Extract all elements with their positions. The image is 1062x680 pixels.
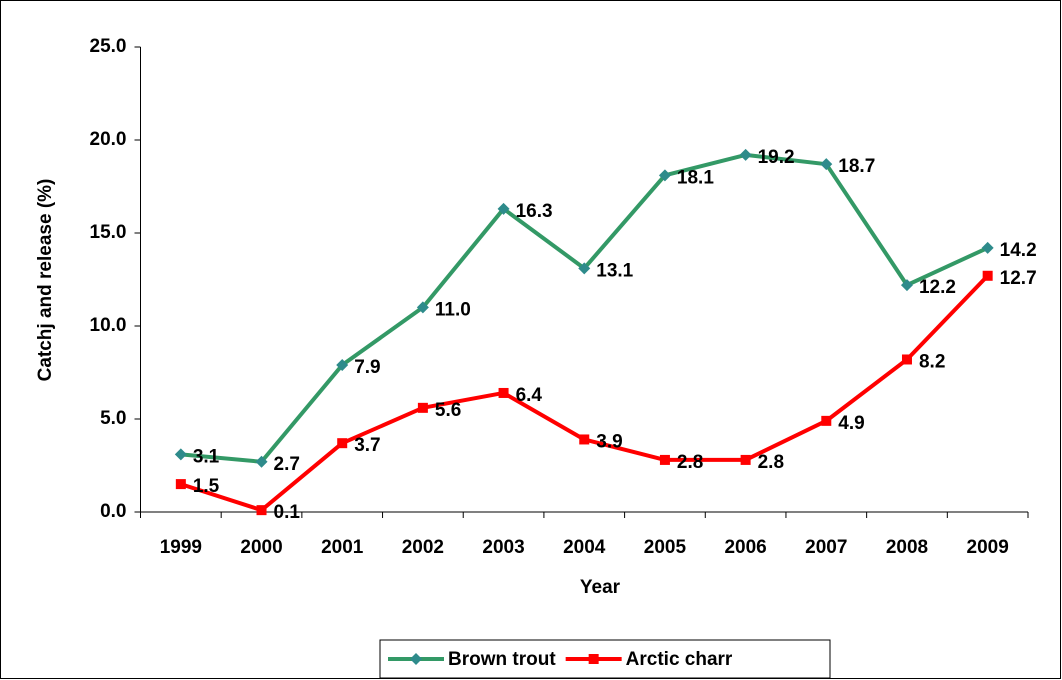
y-axis-title: Catchj and release (%) (35, 179, 56, 382)
x-tick-label: 2005 (644, 537, 687, 558)
x-tick-label: 2007 (805, 537, 847, 558)
data-label: 3.1 (193, 446, 220, 467)
data-label: 3.9 (596, 431, 622, 452)
marker (417, 402, 428, 413)
marker (901, 354, 912, 365)
legend-marker (410, 653, 422, 665)
y-tick-label: 10.0 (90, 315, 127, 336)
data-label: 3.7 (354, 435, 380, 456)
marker (416, 301, 429, 314)
marker (336, 359, 349, 372)
data-label: 4.9 (838, 413, 864, 434)
marker (498, 387, 509, 398)
data-label: 7.9 (354, 357, 380, 378)
data-label: 12.2 (919, 277, 956, 298)
data-label: 2.8 (677, 452, 703, 473)
legend-label: Arctic charr (626, 649, 733, 670)
marker (256, 505, 267, 516)
marker (739, 148, 752, 161)
marker (821, 415, 832, 426)
y-tick-label: 25.0 (90, 36, 127, 57)
marker (578, 262, 591, 275)
marker (497, 202, 510, 215)
data-label: 5.6 (435, 400, 461, 421)
x-tick-label: 2002 (402, 537, 444, 558)
data-label: 2.8 (758, 452, 784, 473)
x-axis-title: Year (580, 577, 621, 598)
marker (337, 438, 348, 449)
y-tick-label: 20.0 (90, 129, 127, 150)
marker (659, 454, 670, 465)
marker (900, 279, 913, 292)
y-tick-label: 0.0 (100, 501, 126, 522)
marker (820, 158, 833, 171)
x-tick-label: 2001 (321, 537, 364, 558)
data-label: 8.2 (919, 351, 945, 372)
data-label: 2.7 (274, 454, 300, 475)
x-tick-label: 2008 (886, 537, 928, 558)
data-label: 11.0 (435, 299, 471, 320)
x-tick-label: 2003 (482, 537, 524, 558)
data-label: 13.1 (596, 260, 633, 281)
legend-label: Brown trout (448, 649, 556, 670)
x-tick-label: 2000 (240, 537, 282, 558)
x-tick-label: 2009 (967, 537, 1009, 558)
data-label: 6.4 (516, 385, 543, 406)
marker (982, 270, 993, 281)
data-label: 16.3 (516, 201, 553, 222)
marker (981, 241, 994, 254)
data-label: 12.7 (1000, 268, 1037, 289)
x-tick-label: 1999 (160, 537, 202, 558)
marker (255, 455, 268, 468)
marker (579, 434, 590, 445)
marker (740, 454, 751, 465)
legend-marker (588, 654, 599, 664)
x-tick-label: 2006 (724, 537, 766, 558)
marker (174, 448, 187, 461)
marker (658, 169, 671, 182)
y-tick-label: 5.0 (100, 408, 126, 429)
y-tick-label: 15.0 (90, 222, 127, 243)
data-label: 14.2 (1000, 240, 1037, 261)
data-label: 18.1 (677, 167, 714, 188)
marker (175, 479, 186, 490)
data-label: 19.2 (758, 147, 795, 168)
data-label: 18.7 (838, 156, 875, 177)
data-label: 1.5 (193, 476, 220, 497)
data-label: 0.1 (274, 502, 301, 523)
x-tick-label: 2004 (563, 537, 606, 558)
